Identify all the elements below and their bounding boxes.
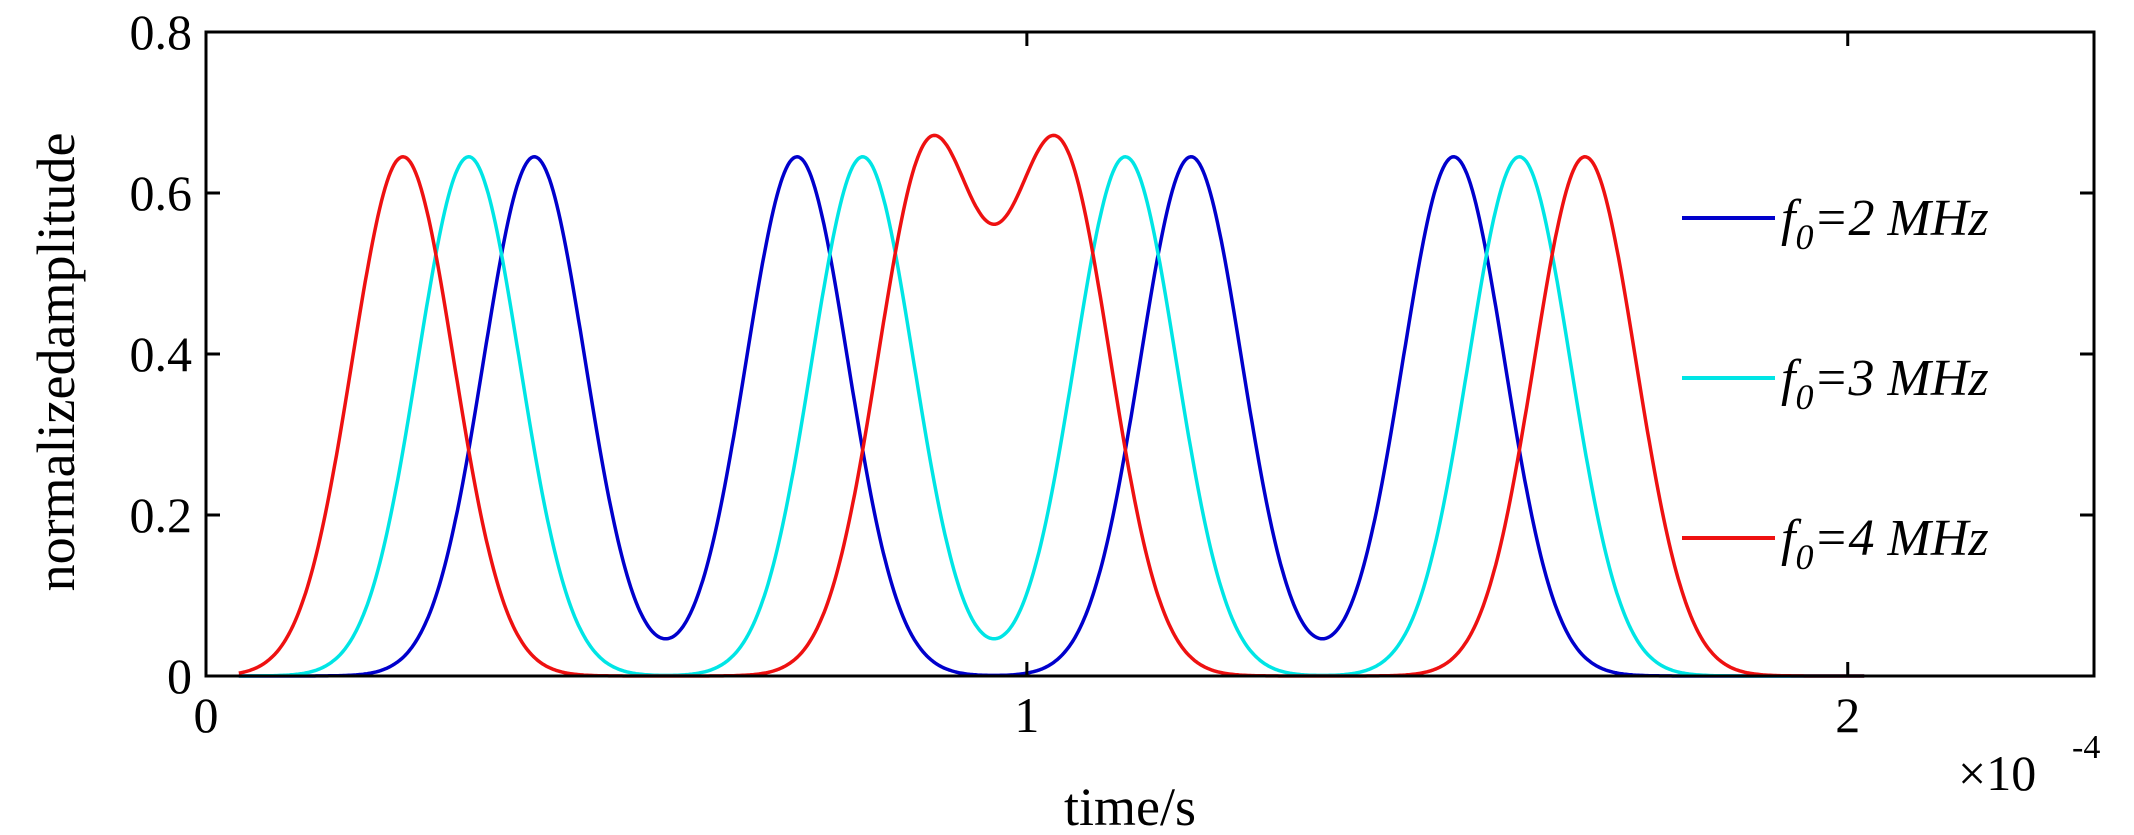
x-tick-label: 0 xyxy=(194,687,219,743)
series-lines xyxy=(238,133,1865,678)
tick-labels: 0 1 2 0 0.2 0.4 0.6 0.8 xyxy=(130,4,1861,743)
series-line-f0-3-mhz xyxy=(238,155,1865,678)
x-axis-label: time/s xyxy=(1064,777,1196,835)
y-axis-label: normalizedamplitude xyxy=(26,133,86,592)
legend-label: f0=2 MHz xyxy=(1781,190,1989,257)
y-tick-label: 0.2 xyxy=(130,487,193,543)
legend-label: f0=3 MHz xyxy=(1781,350,1989,417)
legend-entry: f0=2 MHz xyxy=(1682,190,1989,257)
legend-entry: f0=3 MHz xyxy=(1682,350,1989,417)
multiplier-exponent: -4 xyxy=(2072,729,2100,766)
y-tick-label: 0.6 xyxy=(130,165,193,221)
series-line-f0-4-mhz xyxy=(238,133,1865,678)
legend-label: f0=4 MHz xyxy=(1781,510,1989,577)
multiplier-base: ×10 xyxy=(1958,745,2036,801)
y-tick-label: 0.8 xyxy=(130,4,193,60)
legend-entry: f0=4 MHz xyxy=(1682,510,1989,577)
axis-ticks xyxy=(204,30,2094,678)
x-tick-label: 1 xyxy=(1014,687,1039,743)
y-tick-label: 0.4 xyxy=(130,326,193,382)
series-line-f0-2-mhz xyxy=(238,155,1865,678)
plot-frame xyxy=(204,30,2096,678)
x-axis-multiplier: ×10 -4 xyxy=(1958,729,2100,801)
legend: f0=2 MHz f0=3 MHz f0=4 MHz xyxy=(1682,190,1989,577)
x-tick-label: 2 xyxy=(1835,687,1860,743)
y-tick-label: 0 xyxy=(167,648,192,704)
